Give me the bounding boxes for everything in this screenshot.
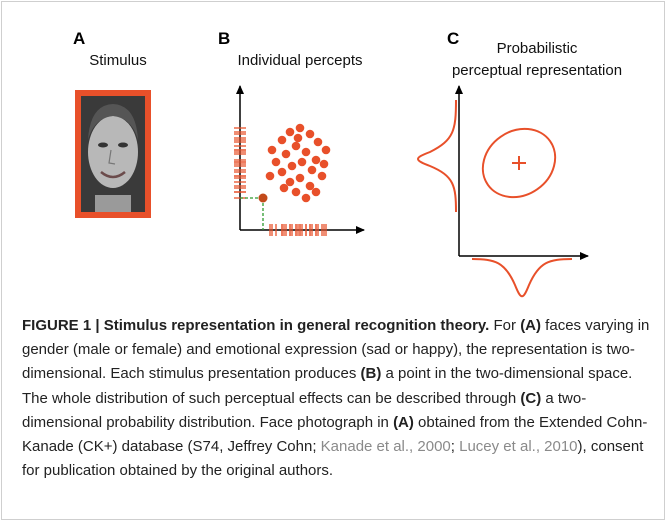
citation-link[interactable]: Lucey et al., 2010	[459, 438, 577, 455]
selected-percept	[240, 194, 268, 231]
panel-label: B	[218, 29, 230, 48]
caption-text: (A)	[520, 317, 541, 334]
panel-title: Stimulus	[89, 52, 147, 69]
citation-link[interactable]: Kanade et al., 2000	[321, 438, 451, 455]
caption-text: ;	[451, 438, 459, 455]
figure-panels: A Stimulus B Individual percepts C Proba…	[0, 0, 668, 300]
face-photo	[75, 90, 151, 218]
panel-label: A	[73, 29, 85, 48]
caption-text: For	[489, 317, 520, 334]
panel-title: Probabilistic	[497, 40, 578, 57]
caption-text: (A)	[393, 414, 414, 431]
panel-label: C	[447, 29, 459, 48]
figure-caption: FIGURE 1 | Stimulus representation in ge…	[22, 314, 650, 483]
page: A Stimulus B Individual percepts C Proba…	[0, 0, 668, 523]
caption-text: FIGURE 1 | Stimulus representation in ge…	[22, 317, 489, 334]
panel-title: perceptual representation	[452, 62, 622, 79]
marginal-rug	[234, 128, 326, 236]
distribution	[418, 100, 572, 296]
panel-title: Individual percepts	[237, 52, 362, 69]
percept-dots	[266, 124, 331, 203]
representation-axes	[459, 86, 588, 256]
caption-text: (C)	[520, 390, 541, 407]
caption-text: (B)	[361, 365, 382, 382]
